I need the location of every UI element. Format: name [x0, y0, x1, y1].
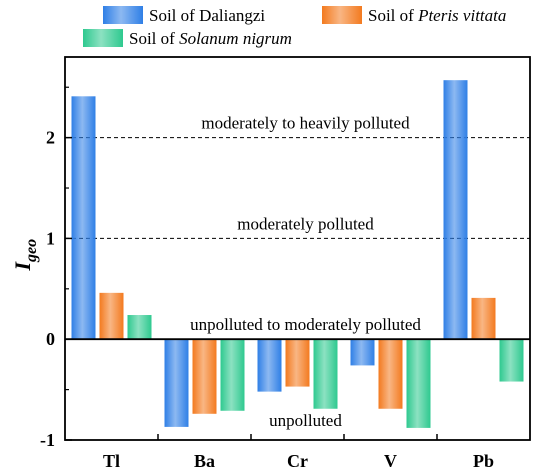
x-tick-label: V: [384, 451, 397, 471]
bar-v-series-1: [350, 339, 375, 366]
x-tick-label: Tl: [103, 451, 120, 471]
bar-ba-series-1: [164, 339, 189, 427]
y-tick-label: 2: [46, 128, 55, 148]
bar-cr-series-2: [285, 339, 310, 387]
y-tick-label: -1: [40, 430, 55, 450]
bar-ba-series-2: [192, 339, 217, 414]
legend-swatch: [322, 6, 362, 24]
legend-label: Soil of Pteris vittata: [368, 6, 506, 25]
region-annotation: unpolluted: [269, 411, 342, 430]
y-axis-title: Igeo: [10, 239, 40, 272]
bar-cr-series-3: [313, 339, 338, 409]
legend: Soil of Daliangzi Soil of Pteris vittata S…: [83, 6, 506, 48]
legend-swatch: [103, 6, 143, 24]
plot-area: Tl Ba Cr V Pb -1 0 1 2 moderately to heavily poll…: [40, 56, 531, 471]
bar-pb-series-2: [471, 297, 496, 340]
bar-tl-series-1: [71, 96, 96, 340]
bar-v-series-2: [378, 339, 403, 409]
bar-tl-series-3: [127, 315, 152, 340]
x-tick-label: Ba: [194, 451, 215, 471]
bar-pb-series-1: [443, 80, 468, 340]
region-annotation: moderately to heavily polluted: [201, 114, 410, 133]
bar-ba-series-3: [220, 339, 245, 411]
x-tick-label: Cr: [287, 451, 308, 471]
region-annotation: unpolluted to moderately polluted: [190, 315, 421, 334]
bar-pb-series-3: [499, 339, 524, 382]
legend-swatch: [83, 29, 123, 47]
y-tick-label: 1: [46, 228, 55, 248]
y-axis-label: Igeo: [10, 239, 40, 272]
x-tick-label: Pb: [473, 451, 494, 471]
bar-cr-series-1: [257, 339, 282, 392]
y-tick-label: 0: [46, 329, 55, 349]
bar-v-series-3: [406, 339, 431, 428]
legend-item: Soil of Pteris vittata: [322, 6, 506, 25]
legend-label: Soil of Solanum nigrum: [129, 29, 292, 48]
plot-frame: [64, 56, 531, 441]
legend-item: Soil of Solanum nigrum: [83, 29, 292, 48]
bar-tl-series-2: [99, 292, 124, 340]
legend-label: Soil of Daliangzi: [149, 6, 265, 25]
region-annotation: moderately polluted: [237, 214, 374, 233]
legend-item: Soil of Daliangzi: [103, 6, 265, 25]
